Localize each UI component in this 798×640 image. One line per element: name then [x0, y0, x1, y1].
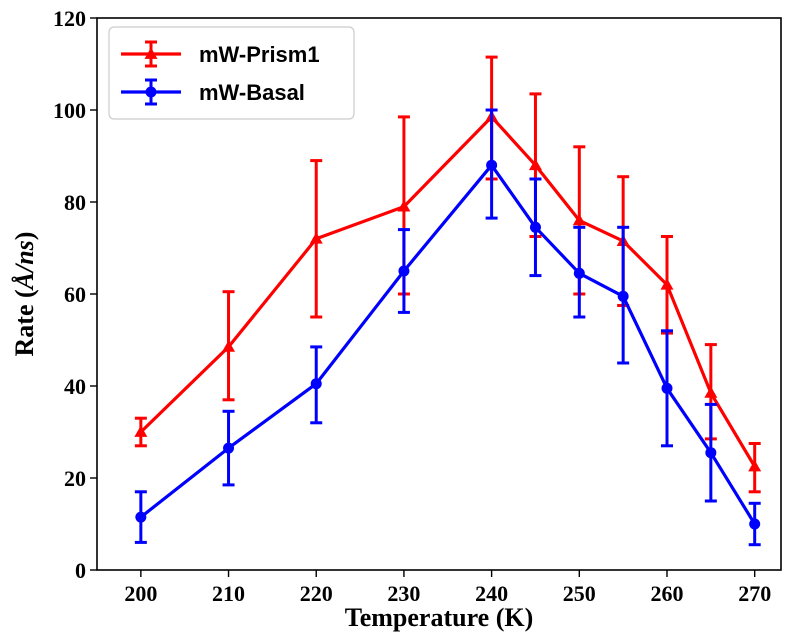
- y-tick-label: 0: [75, 558, 86, 583]
- x-axis-label: Temperature (K): [345, 603, 533, 632]
- data-point: [309, 232, 323, 244]
- x-tick-label: 240: [475, 581, 508, 606]
- y-tick-label: 80: [64, 190, 86, 215]
- data-point: [660, 278, 674, 290]
- plot-area: [134, 55, 762, 547]
- data-point: [397, 200, 411, 212]
- data-point: [749, 518, 761, 530]
- ticks: 200 210 220 230 240 250 260 270 0 20 40 60 80 100 120: [53, 6, 771, 606]
- data-point: [529, 221, 541, 233]
- data-point: [486, 159, 498, 171]
- x-tick-label: 260: [651, 581, 684, 606]
- y-tick-label: 100: [53, 98, 86, 123]
- y-axis-label-prefix: Rate (: [10, 289, 39, 356]
- data-point: [134, 425, 148, 437]
- data-point: [573, 267, 585, 279]
- legend-marker: [144, 47, 158, 59]
- data-point: [310, 378, 322, 390]
- legend-entries: [121, 40, 181, 106]
- x-tick-label: 250: [563, 581, 596, 606]
- data-point: [398, 265, 410, 277]
- y-tick-label: 60: [64, 282, 86, 307]
- series-mw-basal: [134, 108, 761, 547]
- legend-label-mw-prism1: mW-Prism1: [199, 42, 320, 67]
- legend: mW-Prism1 mW-Basal: [108, 26, 355, 120]
- legend-marker: [145, 86, 157, 98]
- data-point: [748, 460, 762, 472]
- legend-box: [108, 26, 355, 120]
- legend-label-mw-basal: mW-Basal: [199, 80, 305, 105]
- data-point: [704, 386, 718, 398]
- data-point: [661, 382, 673, 394]
- data-point: [528, 158, 542, 171]
- x-tick-label: 220: [300, 581, 333, 606]
- data-point: [135, 511, 147, 523]
- data-point: [223, 442, 235, 454]
- series-line: [139, 163, 757, 525]
- x-tick-label: 230: [387, 581, 420, 606]
- x-tick-label: 270: [738, 581, 771, 606]
- y-tick-label: 40: [64, 374, 86, 399]
- y-tick-label: 120: [53, 6, 86, 31]
- data-point: [705, 447, 717, 459]
- data-point: [617, 290, 629, 302]
- y-axis-label-suffix: ): [10, 232, 39, 241]
- y-tick-label: 20: [64, 466, 86, 491]
- y-axis-label-unit: Å/ns: [10, 240, 39, 291]
- data-point: [222, 340, 236, 352]
- y-axis-label: Rate (Å/ns): [10, 232, 39, 357]
- x-tick-label: 210: [212, 581, 245, 606]
- x-tick-label: 200: [124, 581, 157, 606]
- data-point: [572, 213, 586, 226]
